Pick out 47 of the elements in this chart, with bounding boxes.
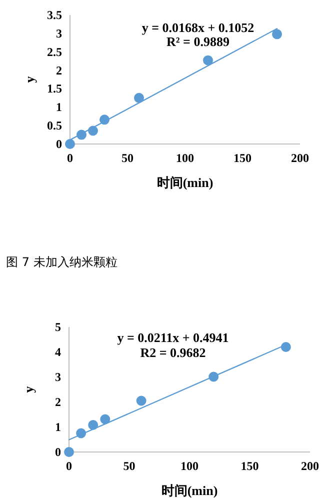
annotation: R2 = 0.9682 bbox=[140, 345, 206, 360]
y-tick-label: 1.5 bbox=[47, 82, 62, 96]
y-axis-title: y bbox=[21, 386, 36, 393]
point bbox=[100, 114, 110, 125]
y-tick-label: 3 bbox=[55, 370, 61, 384]
y-tick-label: 3 bbox=[56, 26, 62, 40]
y-tick-label: 0 bbox=[55, 445, 61, 459]
x-tick-label: 150 bbox=[234, 151, 252, 165]
x-tick-label: 100 bbox=[176, 151, 194, 165]
point bbox=[100, 414, 110, 424]
point bbox=[134, 92, 144, 103]
x-tick-label: 0 bbox=[66, 459, 72, 473]
y-tick-label: 0 bbox=[56, 137, 62, 151]
point bbox=[64, 447, 74, 457]
x-tick-label: 50 bbox=[123, 459, 136, 473]
point bbox=[272, 29, 282, 40]
caption: 图 7 未加入纳米颗粒 bbox=[6, 255, 118, 269]
point bbox=[65, 139, 75, 149]
y-tick-label: 3.5 bbox=[47, 8, 62, 22]
x-tick-label: 200 bbox=[301, 459, 319, 473]
point bbox=[88, 420, 98, 430]
y-tick-label: 0.5 bbox=[47, 118, 62, 133]
x-tick-label: 0 bbox=[67, 151, 73, 165]
y-tick-label: 2 bbox=[56, 63, 62, 78]
point bbox=[76, 428, 86, 438]
annotation: R² = 0.9889 bbox=[166, 34, 230, 49]
x-axis-title: 时间(min) bbox=[161, 483, 218, 498]
point bbox=[88, 126, 98, 136]
point bbox=[280, 342, 291, 352]
point bbox=[203, 55, 213, 66]
x-tick-label: 50 bbox=[122, 151, 134, 165]
y-tick-label: 4 bbox=[55, 345, 61, 359]
y-tick-label: 1 bbox=[55, 420, 61, 434]
y-tick-label: 2 bbox=[55, 395, 61, 409]
x-tick-label: 200 bbox=[291, 151, 309, 165]
x-axis-title: 时间(min) bbox=[156, 175, 214, 190]
y-tick-label: 5 bbox=[55, 320, 61, 334]
point bbox=[76, 130, 86, 140]
point bbox=[136, 396, 146, 406]
annotation: y = 0.0168x + 0.1052 bbox=[142, 20, 254, 35]
point bbox=[208, 372, 219, 382]
y-axis-title: y bbox=[22, 76, 37, 83]
annotation: y = 0.0211x + 0.4941 bbox=[117, 330, 229, 345]
y-tick-label: 1 bbox=[56, 100, 62, 114]
x-tick-label: 150 bbox=[240, 459, 259, 473]
x-tick-label: 100 bbox=[180, 459, 198, 473]
y-tick-label: 2.5 bbox=[47, 44, 62, 59]
